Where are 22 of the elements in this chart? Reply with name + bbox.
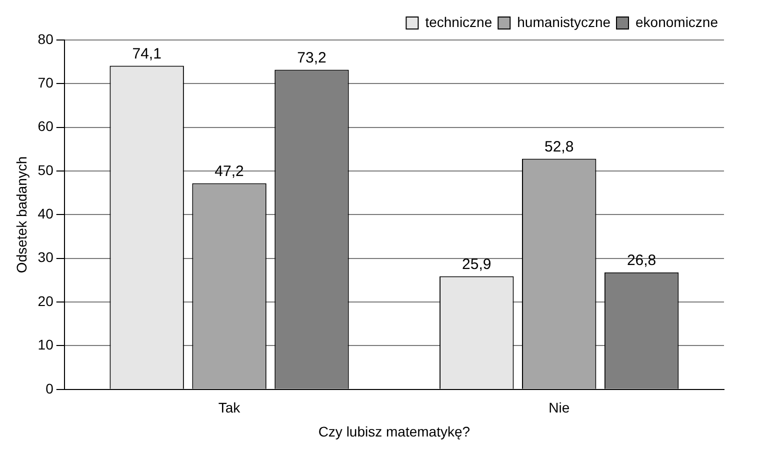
data-label: 52,8 [544,138,574,156]
y-axis-title: Odsetek badanych [13,156,30,274]
x-tick-label: Tak [218,400,242,416]
y-tick-label: 20 [38,292,54,309]
y-tick-label: 40 [38,206,54,222]
data-label: 26,8 [626,252,656,269]
x-axis-title: Czy lubisz matematykę? [318,423,470,440]
legend-label: ekonomiczne [636,14,718,30]
y-tick-label: 10 [38,336,54,353]
data-label: 25,9 [462,256,492,273]
y-tick-label: 70 [38,74,54,91]
data-label: 73,2 [297,49,326,66]
data-label: 47,2 [214,162,244,180]
y-tick-label: 0 [46,380,54,396]
y-tick-label: 50 [38,162,54,178]
data-label: 74,1 [132,45,162,62]
x-tick-label: Nie [548,400,570,416]
legend-label: techniczne [425,14,492,30]
y-tick-label: 60 [38,118,54,134]
y-tick-label: 30 [38,249,54,266]
y-tick-label: 80 [38,30,54,47]
legend-label: humanistyczne [517,14,611,30]
